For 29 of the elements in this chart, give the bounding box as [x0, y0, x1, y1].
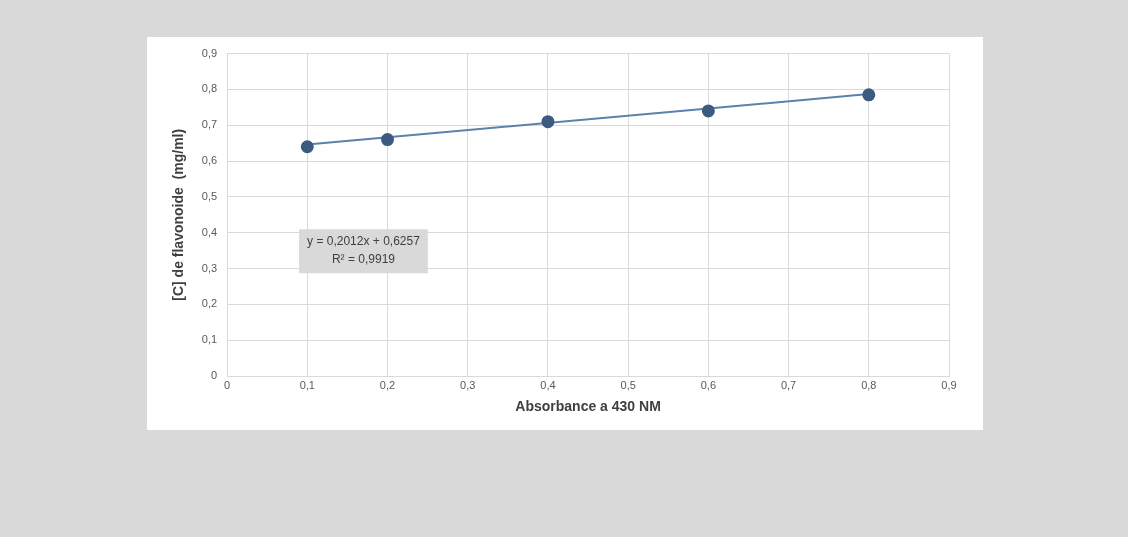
- x-tick-label: 0,7: [780, 378, 797, 391]
- y-tick-label: 0,4: [201, 225, 218, 238]
- point: [381, 133, 395, 147]
- y-tick-label: 0,2: [201, 297, 218, 310]
- x-tick-label: 0,1: [299, 378, 315, 391]
- x-tick-label: 0: [224, 378, 231, 391]
- x-tick-label: 0,6: [700, 378, 717, 391]
- annotation: R² = 0,9919: [331, 252, 396, 267]
- y-tick-label: 0,7: [201, 118, 218, 131]
- y-tick-label: 0,1: [201, 333, 218, 346]
- y-tick-label: 0: [210, 369, 218, 382]
- x-tick-label: 0,4: [540, 378, 556, 391]
- x-axis-title: Absorbance a 430 NM: [515, 398, 661, 415]
- y-axis-title: [C] de flavonoide (mg/ml): [170, 128, 187, 301]
- x-tick-label: 0,3: [460, 378, 476, 391]
- x-tick-label: 0,2: [379, 378, 396, 391]
- x-tick-label: 0,8: [861, 378, 877, 391]
- point: [300, 140, 314, 154]
- y-tick-label: 0,8: [201, 82, 218, 95]
- y-tick-label: 0,5: [201, 189, 218, 202]
- point: [862, 88, 876, 102]
- y-tick-label: 0,6: [201, 154, 218, 167]
- y-tick-label: 0,3: [201, 261, 218, 274]
- x-tick-label: 0,5: [620, 378, 636, 391]
- x-tick-label: 0,9: [941, 378, 957, 391]
- point: [701, 104, 715, 118]
- annotation: y = 0,2012x + 0,6257: [307, 234, 421, 249]
- y-tick-label: 0,9: [201, 46, 218, 59]
- point: [541, 115, 555, 129]
